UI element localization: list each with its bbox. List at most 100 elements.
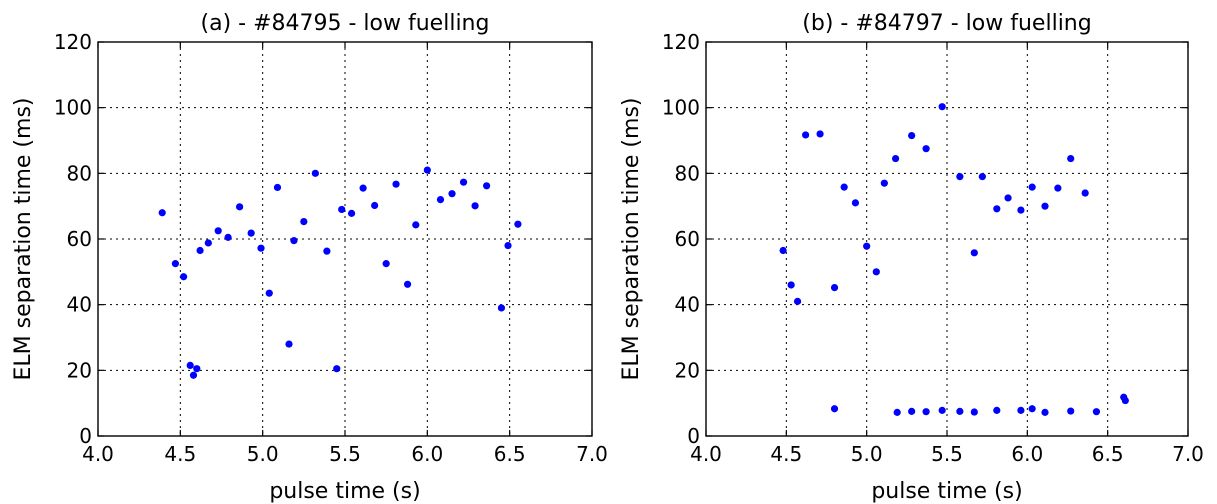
chart-b-data-point	[802, 131, 810, 139]
chart-a-data-point	[236, 203, 244, 211]
chart-a-y-tick-label: 100	[54, 96, 92, 120]
chart-b-data-point	[793, 297, 802, 305]
chart-a-x-tick-label: 4.0	[82, 442, 114, 466]
chart-b-x-tick-label: 5.5	[931, 442, 963, 466]
chart-a-data-point	[483, 182, 491, 190]
chart-b-x-tick-label: 6.0	[1011, 442, 1043, 466]
chart-b-x-tick-label: 7.0	[1172, 442, 1204, 466]
chart-b-data-point	[872, 268, 880, 276]
chart-b-data-point	[993, 406, 1001, 414]
chart-b-data-point	[1028, 183, 1036, 191]
chart-a-y-tick-label: 0	[79, 424, 92, 448]
chart-b-data-point	[908, 407, 916, 415]
chart-b-x-axis-label: pulse time (s)	[871, 479, 1022, 504]
chart-a-x-tick-label: 6.0	[411, 442, 443, 466]
chart-a-data-point	[338, 205, 346, 214]
chart-a-x-tick-label: 6.5	[494, 442, 526, 466]
chart-a-data-point	[290, 237, 298, 245]
chart-b-data-point	[956, 173, 964, 181]
chart-a-data-point	[436, 196, 445, 204]
chart-b-data-point	[970, 408, 978, 416]
chart-a-title: (a) - #84795 - low fuelling	[201, 11, 490, 36]
chart-b-data-point	[1081, 189, 1089, 197]
chart-a-data-point	[459, 178, 468, 186]
chart-b-y-tick-label: 120	[662, 30, 700, 54]
chart-b-data-point	[851, 199, 860, 207]
chart-b-y-tick-label: 40	[675, 293, 700, 317]
chart-a-data-point	[300, 217, 308, 226]
chart-b-data-point	[816, 130, 824, 138]
chart-a-x-axis-label: pulse time (s)	[269, 479, 420, 504]
chart-a-data-point	[412, 221, 420, 229]
chart-b-data-point	[891, 154, 900, 163]
chart-a-data-point	[273, 183, 282, 192]
chart-b-x-tick-label: 4.0	[690, 442, 722, 466]
chart-b-y-axis-label: ELM separation time (ms)	[619, 98, 644, 381]
chart-b-y-tick-label: 60	[675, 227, 700, 251]
chart-b-panel: 4.0 4.5 5.0 5.5 6.0 6.5 7.0 0 20 40 60 80 100 120 (b) …	[619, 11, 1204, 504]
chart-a-data-point	[285, 340, 293, 348]
chart-b-data-point	[1092, 408, 1101, 416]
chart-a-x-tick-label: 5.5	[329, 442, 361, 466]
chart-b-x-tick-label: 6.5	[1092, 442, 1124, 466]
chart-b-data-point	[863, 242, 871, 250]
chart-a-data-point	[180, 273, 188, 281]
chart-b-data-point	[938, 406, 946, 414]
chart-a-y-tick-label: 20	[67, 358, 92, 382]
chart-a-data-point	[171, 260, 179, 268]
chart-b-data-point	[1017, 206, 1025, 214]
chart-a-data-point	[423, 166, 431, 174]
chart-b-y-tick-label: 0	[687, 424, 700, 448]
chart-b-data-point	[1041, 202, 1049, 210]
chart-b-data-point	[1004, 194, 1012, 202]
chart-b-data-point	[1067, 154, 1075, 163]
chart-b-data-point	[922, 408, 930, 416]
chart-a-panel: 4.0 4.5 5.0 5.5 6.0 6.5 7.0 0 20 40 60 80 100 120 (a) …	[11, 11, 608, 504]
chart-a-data-point	[257, 244, 265, 252]
chart-a-data-point	[311, 169, 319, 177]
chart-b-title: (b) - #84797 - low fuelling	[802, 11, 1091, 36]
chart-a-data-point	[323, 247, 331, 255]
chart-b-data-point	[978, 173, 986, 181]
chart-a-data-point	[204, 239, 212, 247]
chart-a-data-point	[347, 209, 356, 217]
chart-a-data-point	[371, 201, 379, 210]
chart-a-data-point	[189, 371, 198, 379]
chart-b-data-point	[938, 103, 946, 111]
chart-a-data-point	[333, 365, 341, 373]
chart-a-data-point	[214, 227, 222, 235]
chart-b-data-point	[970, 249, 978, 257]
chart-a-data-point	[224, 233, 232, 241]
chart-a-data-point	[382, 260, 390, 268]
chart-b-data-point	[956, 407, 964, 415]
chart-b-data-point	[1121, 396, 1129, 405]
chart-a-x-tick-label: 5.0	[247, 442, 279, 466]
chart-b-data-point	[840, 183, 848, 191]
chart-a-data-point	[186, 361, 194, 370]
chart-a-y-tick-label: 40	[67, 293, 92, 317]
chart-a-data-point	[247, 229, 255, 237]
chart-a-data-point	[448, 190, 456, 198]
chart-a-data-point	[265, 289, 273, 297]
chart-a-x-tick-label: 7.0	[576, 442, 608, 466]
chart-a-data-point	[403, 280, 412, 288]
chart-b-data-point	[1017, 406, 1025, 414]
chart-a-data-point	[359, 184, 367, 192]
chart-b-data-point	[1028, 405, 1036, 413]
chart-b-data-point	[830, 283, 839, 292]
chart-b-data-point	[1054, 184, 1062, 192]
chart-a-y-tick-label: 60	[67, 227, 92, 251]
chart-b-x-tick-label: 5.0	[851, 442, 883, 466]
chart-a-data-point	[514, 220, 522, 228]
chart-a-y-tick-label: 120	[54, 30, 92, 54]
chart-b-y-tick-label: 20	[675, 358, 700, 382]
chart-b-y-tick-label: 80	[675, 161, 700, 185]
chart-a-data-point	[497, 304, 506, 312]
chart-a-data-point	[196, 246, 204, 255]
chart-a-data-point	[158, 209, 166, 217]
chart-b-data-point	[893, 408, 901, 416]
chart-b-y-tick-label: 100	[662, 96, 700, 120]
chart-b-data-point	[993, 205, 1001, 213]
chart-b-data-point	[1041, 408, 1049, 416]
